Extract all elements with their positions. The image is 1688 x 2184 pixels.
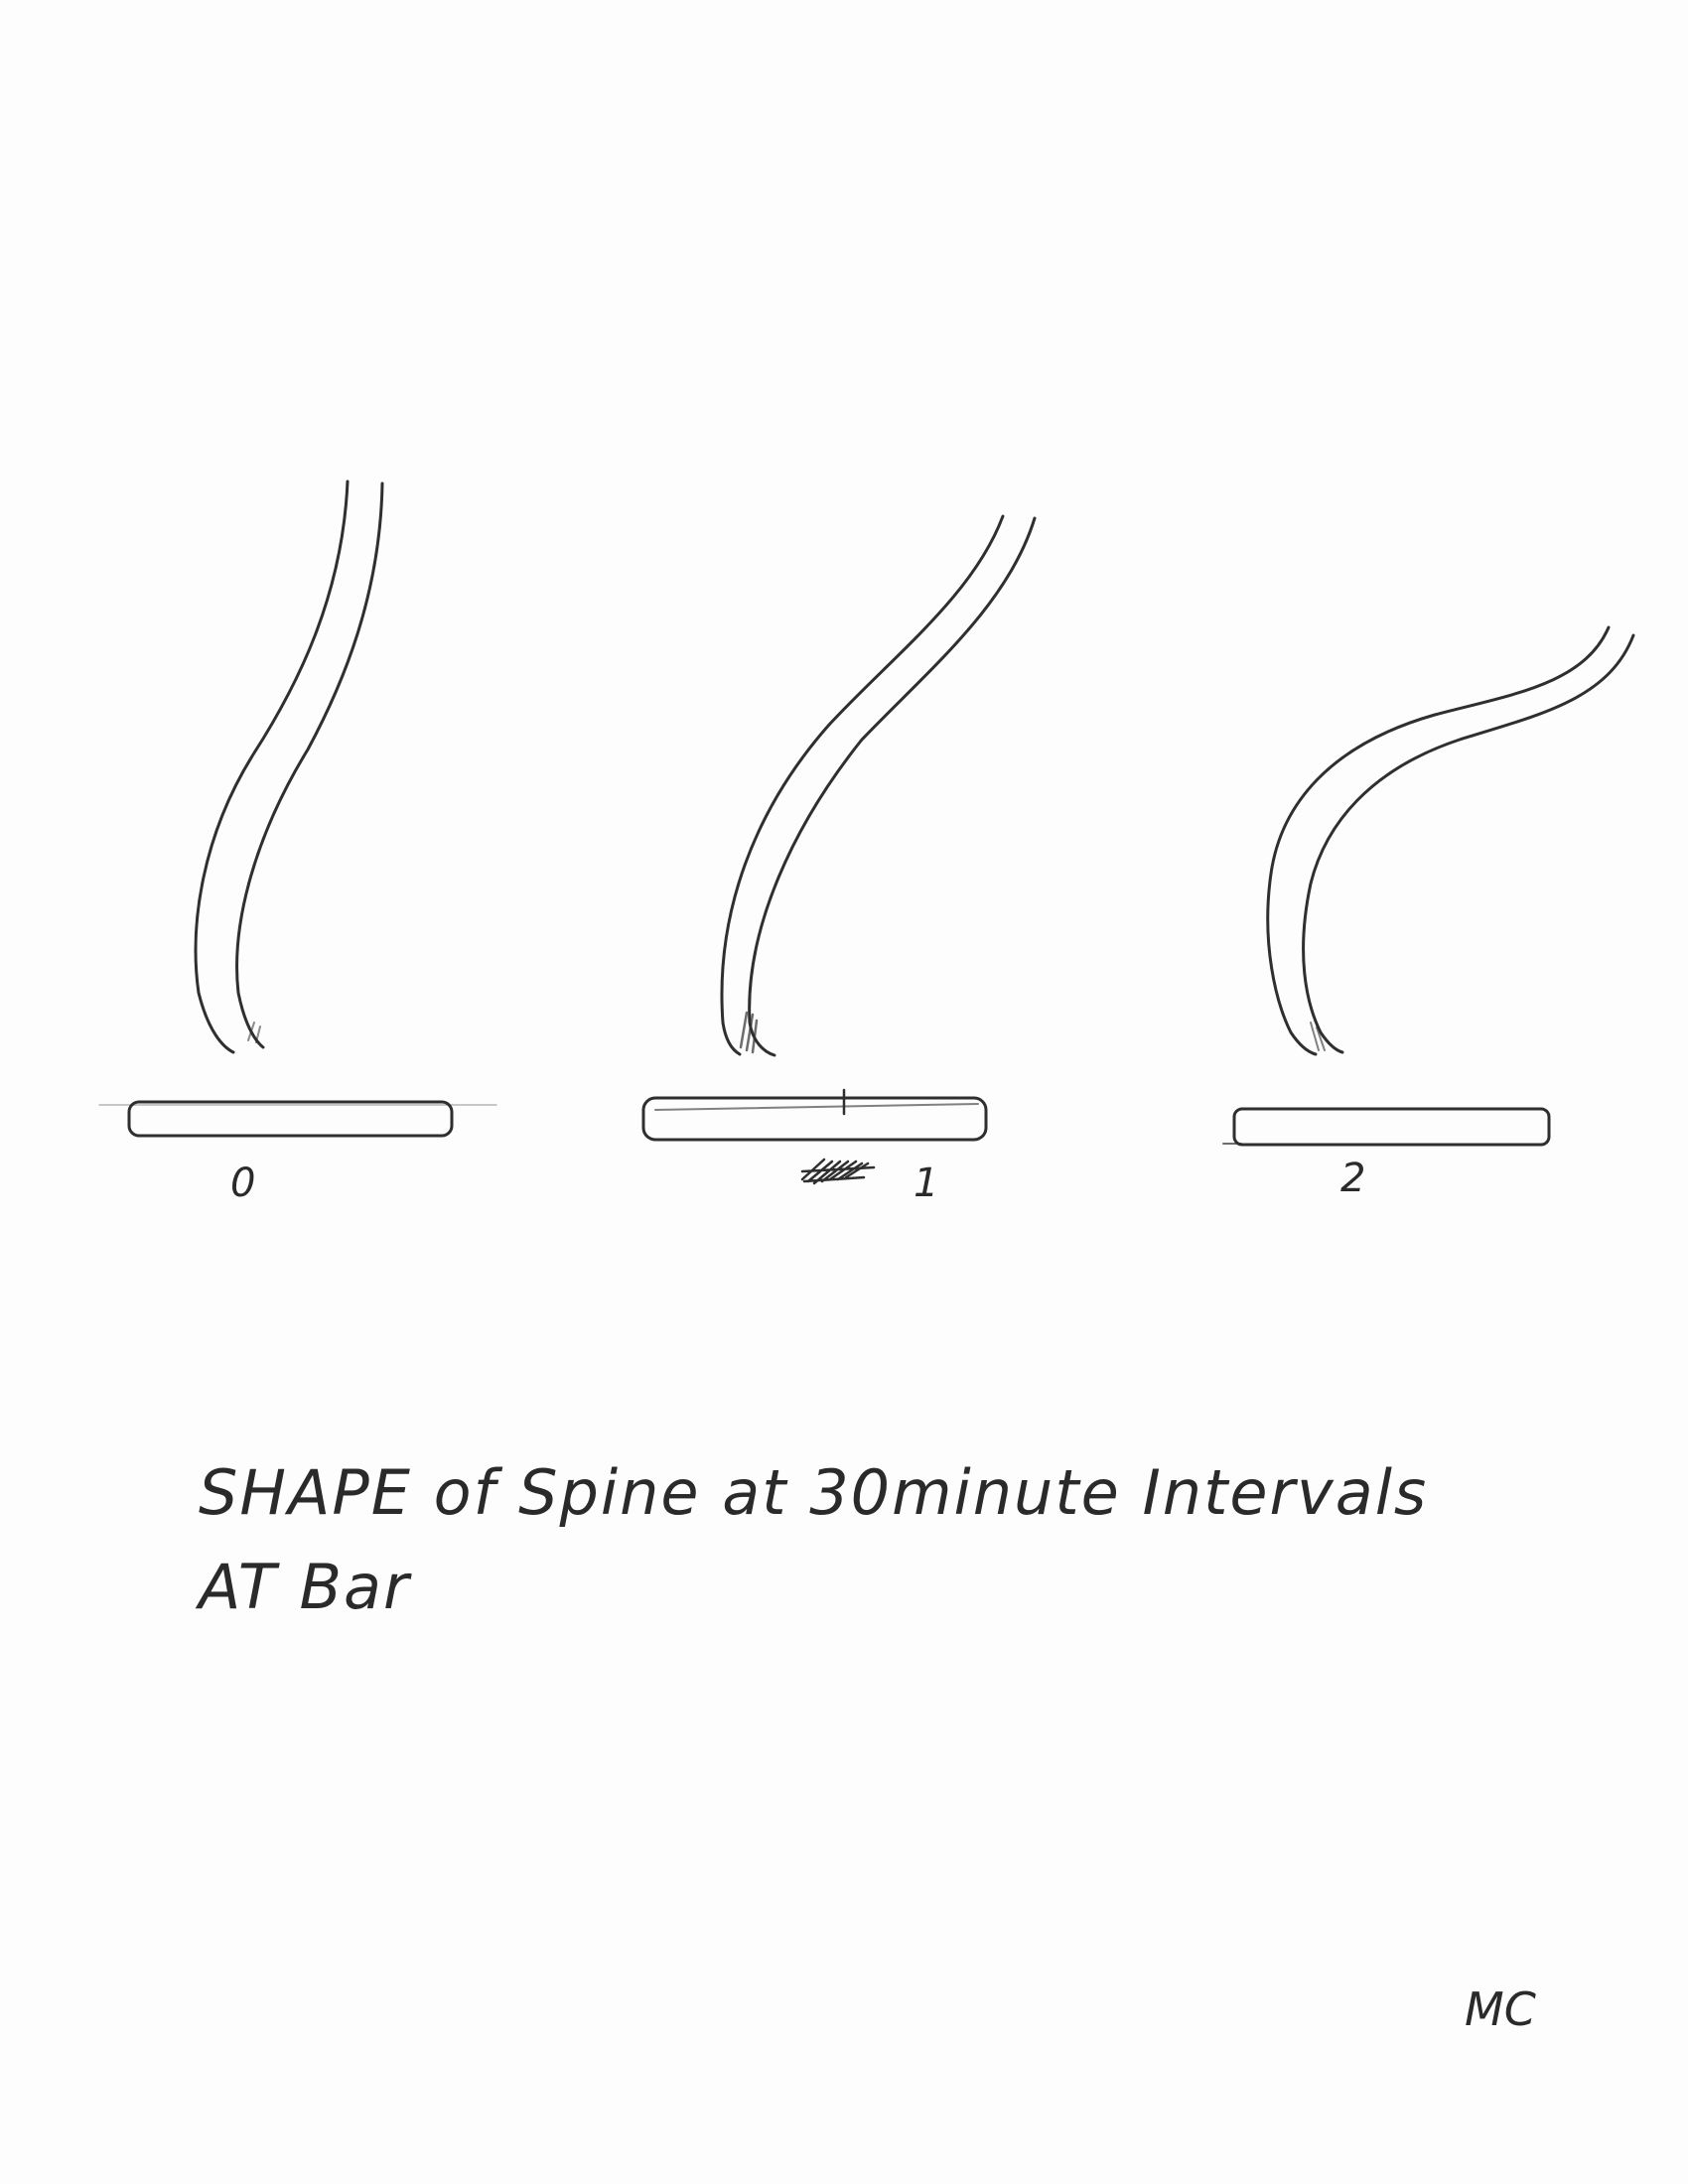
spine-figure-2: 2 — [1223, 627, 1633, 1201]
spine-curve-0-left — [196, 481, 348, 1052]
spine-figure-1: 1 — [643, 516, 1035, 1206]
bar-0 — [129, 1102, 452, 1136]
figure-label-1: 1 — [914, 1160, 938, 1206]
caption-line-1: SHAPE of Spine at 30minute Intervals — [199, 1456, 1428, 1529]
scribble-mark — [802, 1160, 874, 1183]
bar-1-inner-line — [655, 1104, 978, 1110]
spine-curve-1-right — [750, 518, 1035, 1055]
bar-2 — [1234, 1109, 1549, 1145]
spine-curve-0-right — [237, 483, 382, 1047]
spine-curve-1-left — [722, 516, 1003, 1054]
spine-curve-2-left — [1268, 627, 1609, 1054]
spine-figure-0: 0 — [99, 481, 496, 1206]
figure-label-2: 2 — [1340, 1156, 1365, 1201]
artist-initials: MC — [1465, 1982, 1536, 2036]
caption-line-2: AT Bar — [195, 1551, 412, 1623]
figure-label-0: 0 — [230, 1160, 255, 1206]
spine-curve-2-right — [1304, 635, 1633, 1052]
